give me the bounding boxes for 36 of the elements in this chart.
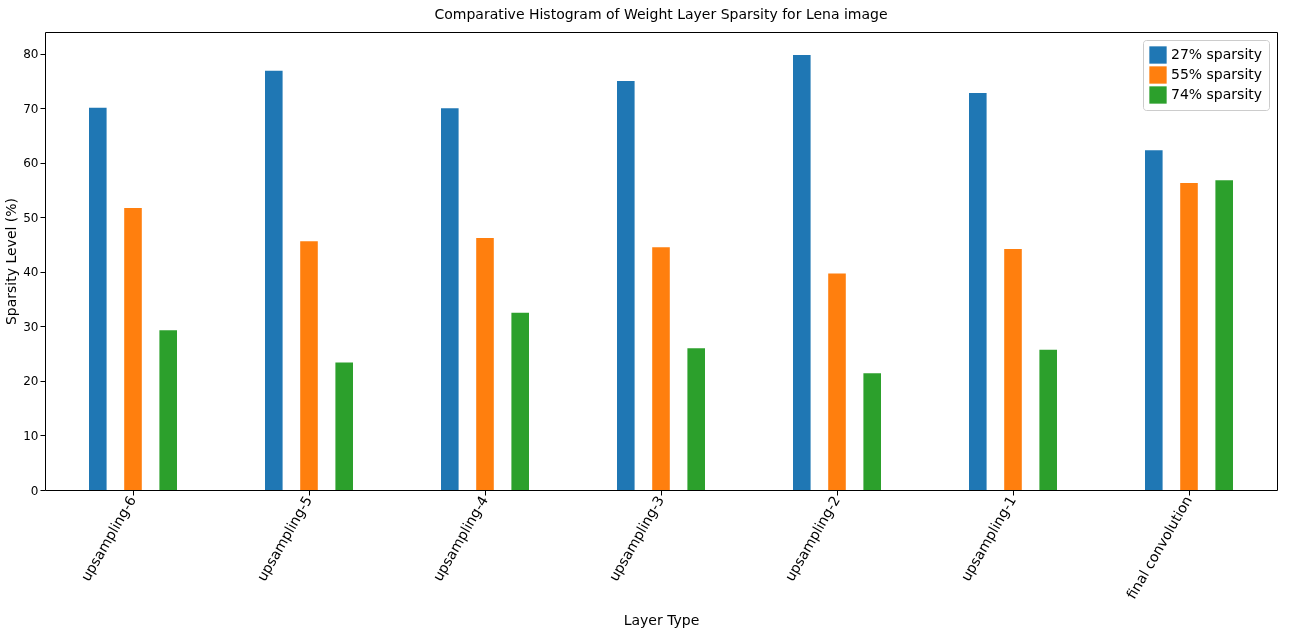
bar [265,70,283,490]
bar [1180,183,1198,490]
bar [335,362,353,490]
y-tick-label: 10 [23,428,39,443]
bar [863,373,881,490]
bar [300,241,318,490]
legend-label: 55% sparsity [1171,66,1263,82]
x-axis-title: Layer Type [623,611,700,628]
bar [793,54,811,490]
bar [441,108,459,490]
bar [969,93,987,490]
bar [89,107,107,490]
y-tick-label: 50 [23,210,39,225]
y-tick-label: 30 [23,319,39,334]
y-tick-label: 40 [23,265,39,280]
bar [1215,180,1233,490]
y-tick-label: 20 [23,374,39,389]
bar [476,238,494,490]
bar [828,273,846,490]
y-axis-title: Sparsity Level (%) [3,197,20,326]
y-tick-label: 80 [23,47,39,62]
legend-label: 74% sparsity [1171,86,1263,102]
legend-label: 27% sparsity [1171,46,1263,62]
y-tick-label: 0 [30,483,39,498]
bar [1039,349,1057,490]
bar [159,330,177,490]
y-tick-label: 60 [23,156,39,171]
bar [511,312,529,490]
bar [617,81,635,490]
chart-title: Comparative Histogram of Weight Layer Sparsity for Lena image [434,6,888,22]
bar [1145,150,1163,490]
y-tick-label: 70 [23,101,39,116]
bar [1004,249,1022,490]
bar [124,208,142,490]
bar [652,247,670,490]
bar [687,348,705,490]
